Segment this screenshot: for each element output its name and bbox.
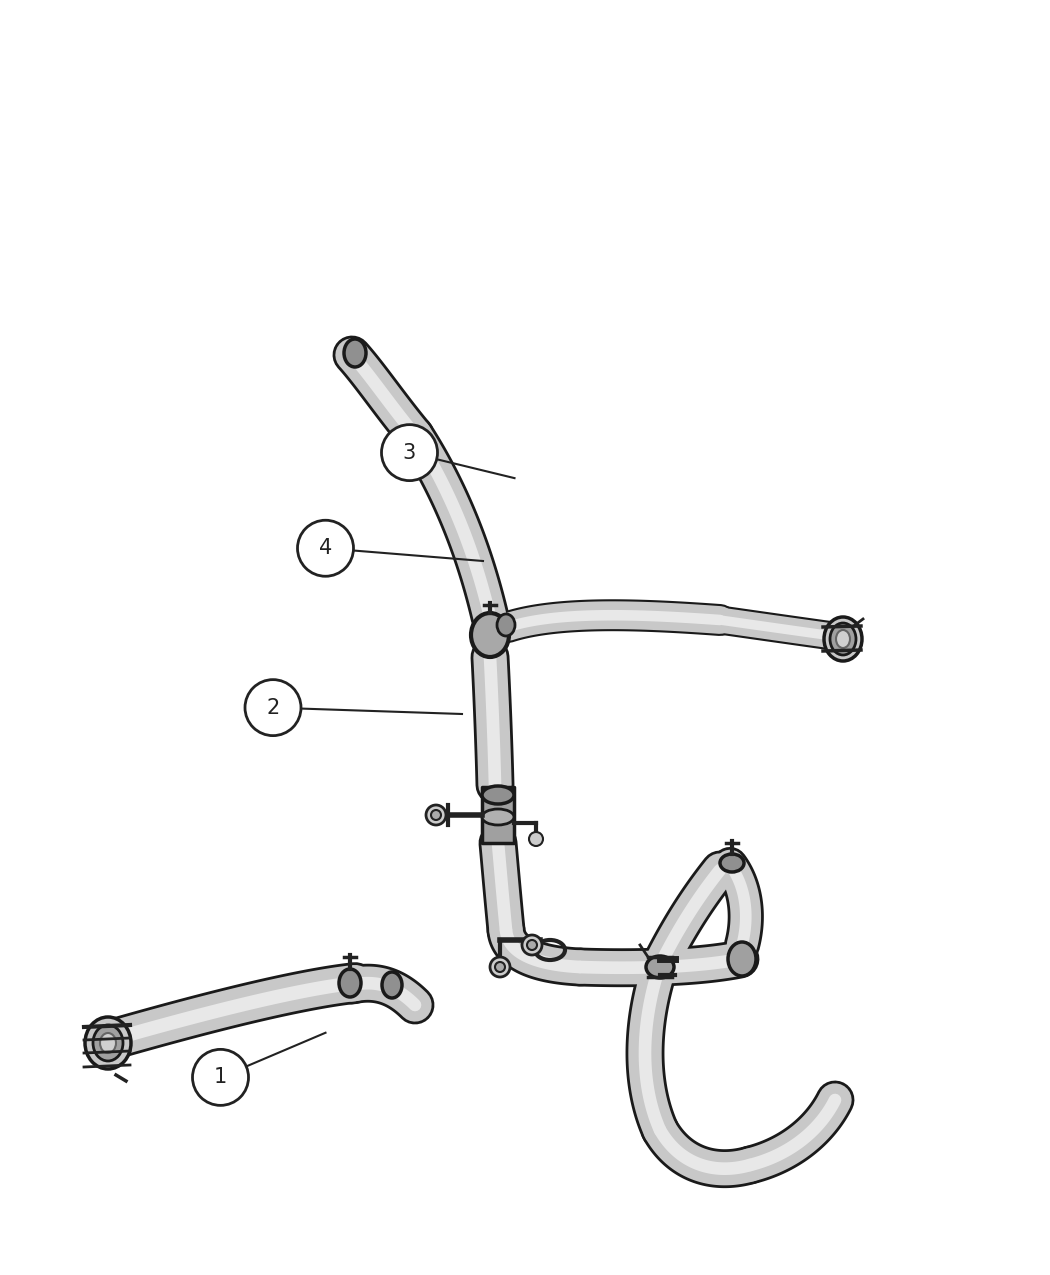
- Circle shape: [297, 520, 354, 576]
- Bar: [482, 787, 514, 843]
- Ellipse shape: [646, 956, 674, 978]
- Text: 1: 1: [214, 1067, 227, 1088]
- Circle shape: [527, 940, 537, 950]
- Circle shape: [192, 1049, 249, 1105]
- Circle shape: [490, 958, 510, 977]
- Circle shape: [430, 810, 441, 820]
- Ellipse shape: [93, 1025, 123, 1061]
- Ellipse shape: [100, 1033, 116, 1053]
- Ellipse shape: [728, 942, 756, 975]
- Ellipse shape: [339, 969, 361, 997]
- Ellipse shape: [482, 785, 514, 805]
- Ellipse shape: [482, 810, 514, 825]
- Ellipse shape: [344, 339, 366, 367]
- Circle shape: [529, 833, 543, 847]
- Ellipse shape: [85, 1017, 131, 1068]
- Circle shape: [522, 935, 542, 955]
- Circle shape: [495, 963, 505, 972]
- Ellipse shape: [720, 854, 744, 872]
- Text: 3: 3: [403, 442, 416, 463]
- Ellipse shape: [382, 972, 402, 998]
- Circle shape: [245, 680, 301, 736]
- Text: 4: 4: [319, 538, 332, 558]
- Ellipse shape: [497, 615, 514, 636]
- Ellipse shape: [836, 630, 851, 648]
- Circle shape: [426, 805, 446, 825]
- Circle shape: [381, 425, 438, 481]
- Ellipse shape: [471, 613, 509, 657]
- Text: 2: 2: [267, 697, 279, 718]
- Ellipse shape: [830, 623, 856, 655]
- Ellipse shape: [824, 617, 862, 660]
